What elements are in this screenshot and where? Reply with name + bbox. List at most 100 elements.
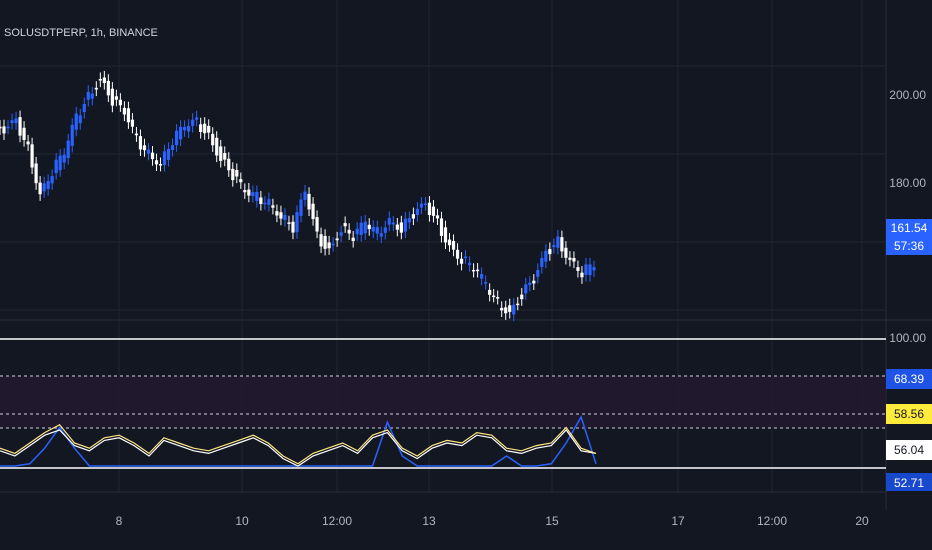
candle-body xyxy=(371,226,375,232)
candle-body xyxy=(251,192,255,197)
candle-body xyxy=(54,159,58,174)
rsi-yellow-line xyxy=(0,424,597,465)
candle-body xyxy=(447,239,452,246)
candle-body xyxy=(423,203,428,205)
time-tick-13: 13 xyxy=(422,514,436,528)
candle-body xyxy=(463,256,468,259)
candle-body xyxy=(504,307,508,314)
candle-body xyxy=(26,141,30,145)
candle-body xyxy=(18,117,22,136)
candle-body xyxy=(199,124,203,132)
candle-body xyxy=(6,126,10,129)
candle-body xyxy=(295,212,299,233)
candle-body xyxy=(467,262,472,266)
bar-countdown-label: 57:36 xyxy=(886,237,932,255)
candle-body xyxy=(439,218,444,236)
candle-body xyxy=(279,212,283,219)
candle-body xyxy=(343,223,347,227)
candle-body xyxy=(331,243,335,246)
candle-body xyxy=(14,118,18,124)
candle-body xyxy=(367,224,371,230)
candle-body xyxy=(114,96,118,100)
candle-body xyxy=(540,258,544,267)
candle-body xyxy=(536,270,540,277)
candle-body xyxy=(283,214,287,221)
candle-body xyxy=(403,218,407,232)
candle-body xyxy=(86,91,90,100)
candle-body xyxy=(524,284,528,294)
indicator-value-darkblue: 52.71 xyxy=(886,473,932,491)
candle-body xyxy=(183,126,187,131)
candle-body xyxy=(82,104,86,113)
candle-body xyxy=(407,218,411,223)
candle-body xyxy=(391,222,395,225)
candle-body xyxy=(528,282,532,285)
candle-body xyxy=(287,222,291,224)
candle-body xyxy=(275,211,279,216)
candle-body xyxy=(315,216,319,232)
candle-body xyxy=(74,113,78,130)
candle-body xyxy=(158,164,163,166)
candle-body xyxy=(492,295,496,298)
candle-body xyxy=(195,117,199,120)
candle-body xyxy=(62,154,66,163)
candle-body xyxy=(38,182,42,195)
candle-body xyxy=(118,99,122,106)
candle-body xyxy=(126,108,131,123)
candle-body xyxy=(556,236,560,248)
time-tick-1200-a: 12:00 xyxy=(321,514,353,528)
candle-body xyxy=(387,218,391,225)
candle-body xyxy=(379,233,383,237)
candle-body xyxy=(271,205,275,208)
candle-body xyxy=(58,155,62,171)
rsi-white-line xyxy=(0,429,597,467)
candle-body xyxy=(110,88,114,106)
candle-body xyxy=(395,224,399,230)
candle-body xyxy=(520,294,524,300)
candle-body xyxy=(592,267,596,271)
candle-body xyxy=(303,191,307,200)
time-tick-15: 15 xyxy=(545,514,559,528)
candle-body xyxy=(500,307,504,311)
candle-body xyxy=(90,93,94,99)
candle-body xyxy=(323,235,327,249)
candle-body xyxy=(399,222,403,233)
candle-body xyxy=(576,267,580,271)
candle-body xyxy=(335,238,339,241)
candle-body xyxy=(10,120,14,124)
candle-body xyxy=(476,269,480,272)
price-tick-180: 180.00 xyxy=(889,176,926,190)
candle-body xyxy=(375,227,379,234)
time-tick-20: 20 xyxy=(855,514,869,528)
candle-body xyxy=(142,145,147,151)
candle-body xyxy=(351,237,355,241)
candle-body xyxy=(584,264,588,275)
candle-body xyxy=(568,257,572,260)
candle-body xyxy=(516,303,520,306)
candle-body xyxy=(355,228,359,235)
candle-body xyxy=(363,221,367,234)
candle-body xyxy=(552,245,556,248)
candle-body xyxy=(488,289,492,295)
candle-body xyxy=(2,126,6,134)
candle-body xyxy=(560,237,564,252)
time-tick-17: 17 xyxy=(671,514,685,528)
candle-body xyxy=(187,125,191,132)
candle-body xyxy=(267,199,271,205)
candle-body xyxy=(22,127,26,140)
symbol-title: SOLUSDTPERP, 1h, BINANCE xyxy=(4,27,158,39)
candle-body xyxy=(572,258,576,262)
candle-body xyxy=(339,232,343,236)
candle-body xyxy=(170,145,175,151)
candle-body xyxy=(484,282,488,284)
candle-body xyxy=(243,190,247,193)
candle-body xyxy=(471,269,476,272)
candle-body xyxy=(215,137,219,156)
candle-body xyxy=(207,125,211,133)
candle-body xyxy=(255,192,259,201)
indicator-value-yellow: 58.56 xyxy=(886,404,932,424)
candle-body xyxy=(311,203,315,220)
candle-body xyxy=(146,149,151,154)
candle-body xyxy=(496,297,500,299)
